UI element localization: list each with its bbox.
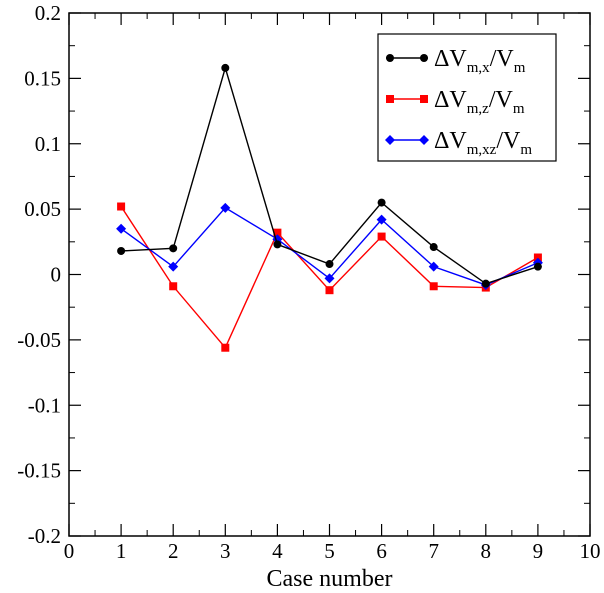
data-point [428,261,439,272]
legend-item-3: ΔVm,xz/Vm [385,128,532,158]
x-tick-label: 0 [64,539,75,563]
data-point [221,343,230,352]
series-1 [117,63,542,288]
x-tick-label: 7 [428,539,439,563]
legend-marker [419,135,429,145]
data-point [429,282,438,291]
y-tick-label: -0.2 [28,524,61,548]
x-tick-label: 4 [272,539,283,563]
y-tick-label: -0.15 [17,459,61,483]
x-axis-title: Case number [267,566,393,592]
y-tick-label: -0.05 [17,328,61,352]
x-tick-label: 3 [220,539,231,563]
data-point [533,262,542,271]
y-tick-label: -0.1 [28,393,61,417]
data-point [117,246,126,255]
x-tick-label: 6 [376,539,387,563]
data-point [377,198,386,207]
x-tick-label: 8 [481,539,492,563]
y-tick-label: 0 [51,263,62,287]
data-point [429,243,438,252]
data-point [376,214,387,225]
x-tick-label: 2 [168,539,179,563]
data-point [116,223,127,234]
data-point [117,202,126,211]
legend-label: ΔVm,z/Vm [434,87,525,117]
legend-marker [420,54,428,62]
data-point [169,282,178,291]
legend-marker [386,54,394,62]
y-tick-label: 0.05 [24,197,61,221]
series-line [120,206,539,286]
x-tick-label: 5 [324,539,335,563]
data-point [169,244,178,253]
legend-label: ΔVm,x/Vm [434,46,526,76]
x-tick-label: 9 [533,539,544,563]
data-point [325,286,334,295]
legend-marker [386,95,394,103]
legend-item-2: ΔVm,z/Vm [386,87,525,117]
y-tick-label: 0.15 [24,66,61,90]
legend-label: ΔVm,xz/Vm [434,128,532,158]
x-tick-label: 1 [116,539,127,563]
y-tick-label: 0.2 [35,1,61,25]
data-point [220,202,231,213]
data-point [221,63,230,72]
legend-marker [420,95,428,103]
y-tick-label: 0.1 [35,132,61,156]
data-point [324,273,335,284]
data-point [273,240,282,249]
data-point [533,253,542,262]
x-tick-label: 10 [580,539,601,563]
series-3 [116,202,543,290]
legend: ΔVm,x/Vm ΔVm,z/Vm ΔVm,xz/Vm [377,33,557,162]
data-point [377,232,386,241]
data-point [273,228,282,237]
data-point [168,261,179,272]
legend-item-1: ΔVm,x/Vm [386,46,526,76]
tick-labels: 0 1 2 3 4 5 6 7 8 9 10 -0.2 -0.15 -0.1 -0.05 0 0.05 0.1 0.… [17,1,600,563]
data-point [481,279,490,288]
legend-marker [385,135,395,145]
series-layer [116,63,543,352]
axis-ticks [68,12,591,537]
data-point [325,260,334,269]
